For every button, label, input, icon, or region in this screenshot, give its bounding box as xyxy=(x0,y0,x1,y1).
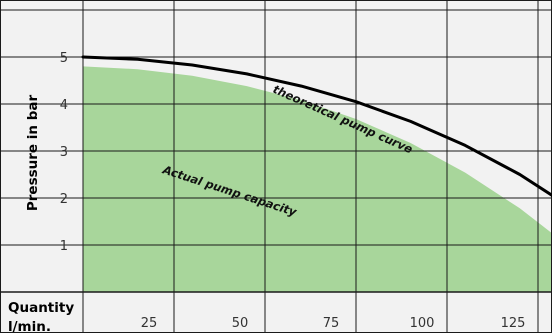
curve-layer xyxy=(81,55,552,198)
y-tick-label: 2 xyxy=(60,192,68,207)
y-tick-label: 4 xyxy=(60,98,68,113)
x-tick-label: 75 xyxy=(323,316,340,331)
capacity-area-layer xyxy=(83,66,552,292)
x-tick-label: 50 xyxy=(232,316,249,331)
x-axis-title-line1: Quantity xyxy=(8,300,74,316)
x-tick-label: 100 xyxy=(410,316,435,331)
y-tick-label: 1 xyxy=(60,239,68,254)
actual-capacity-area xyxy=(83,66,552,292)
x-tick-label: 125 xyxy=(501,316,526,331)
theoretical-pump-curve-line xyxy=(81,55,552,198)
y-axis-title: Pressure in bar xyxy=(25,95,41,212)
y-tick-label: 3 xyxy=(60,145,68,160)
x-axis-title-line2: l/min. xyxy=(8,319,51,333)
y-tick-label: 5 xyxy=(60,51,68,66)
x-tick-label: 25 xyxy=(141,316,158,331)
